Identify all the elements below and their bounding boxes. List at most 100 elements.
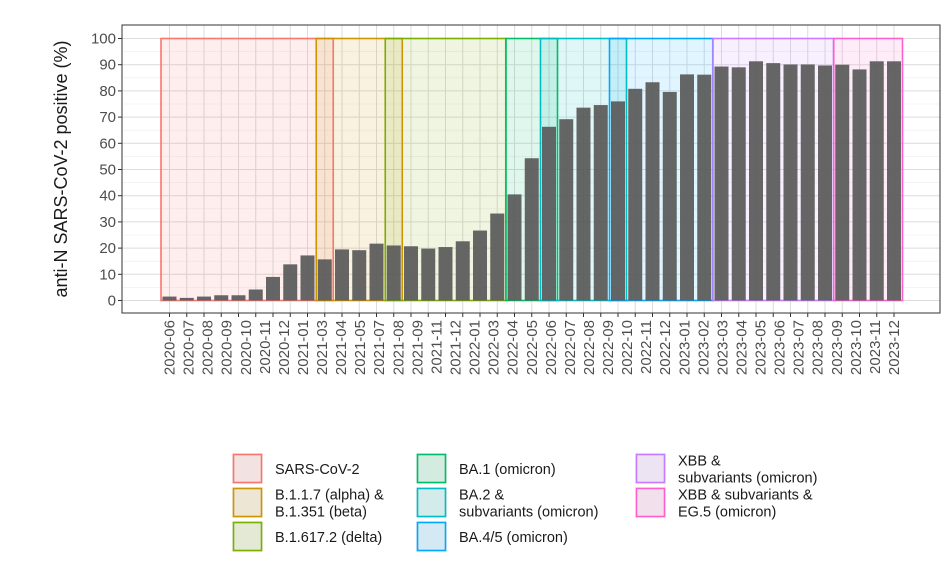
x-tick-label: 2023-06 — [772, 320, 789, 375]
bar — [266, 276, 280, 301]
legend-label-line: BA.1 (omicron) — [459, 462, 556, 478]
bar — [835, 64, 850, 301]
x-tick-label: 2023-11 — [867, 320, 884, 374]
legend-label: XBB & subvariants & EG.5 (omicron) — [678, 488, 813, 521]
legend-label-line: B.1.617.2 (delta) — [275, 530, 382, 546]
bar — [680, 74, 694, 301]
bar — [455, 241, 470, 301]
x-tick-label: 2022-04 — [505, 320, 522, 375]
x-tick-label: 2020-12 — [276, 320, 293, 375]
x-tick-label: 2022-10 — [619, 320, 636, 375]
bar — [800, 64, 815, 301]
x-tick-label: 2022-06 — [543, 320, 560, 375]
bar — [162, 296, 177, 301]
bar — [576, 107, 591, 301]
bar — [852, 69, 867, 301]
bar — [542, 126, 556, 301]
x-tick-label: 2023-03 — [714, 320, 731, 375]
x-tick-label: 2022-01 — [467, 320, 484, 375]
x-tick-label: 2023-10 — [848, 320, 865, 375]
x-tick-label: 2021-07 — [371, 320, 388, 375]
x-tick-label: 2022-05 — [524, 320, 541, 375]
legend-key — [232, 521, 263, 552]
x-tick-label: 2021-12 — [447, 320, 464, 375]
x-tick-label: 2021-11 — [428, 320, 445, 374]
bar — [559, 119, 574, 301]
x-tick-label: 2022-09 — [600, 320, 617, 375]
x-tick-label: 2021-08 — [390, 320, 407, 375]
bar — [869, 61, 884, 301]
y-tick-label: 50 — [99, 162, 116, 179]
legend-key-bg — [416, 453, 447, 484]
bar — [593, 105, 608, 301]
y-tick-label: 60 — [99, 135, 116, 152]
y-tick-label: 80 — [99, 83, 116, 100]
x-tick-label: 2023-12 — [886, 320, 903, 375]
bar — [438, 247, 453, 301]
x-tick-label: 2023-02 — [695, 320, 712, 375]
bar — [300, 255, 315, 301]
x-tick-label: 2023-01 — [676, 320, 693, 375]
x-tick-label: 2020-09 — [219, 320, 236, 375]
bar — [283, 264, 298, 301]
legend-label: XBB & subvariants (omicron) — [678, 454, 817, 487]
y-axis-title: anti-N SARS-CoV-2 positive (%) — [51, 40, 71, 297]
bar — [887, 61, 901, 301]
legend-key — [635, 487, 666, 518]
y-tick-label: 0 — [108, 293, 116, 310]
x-tick-label: 2020-06 — [162, 320, 179, 375]
bar — [697, 74, 712, 301]
bars — [162, 61, 901, 301]
variant-period-outline — [160, 37, 335, 302]
x-tick-label: 2021-05 — [352, 320, 369, 375]
bar — [352, 250, 367, 301]
legend-key-bg — [232, 487, 263, 518]
bar — [645, 82, 660, 301]
bar — [714, 66, 729, 301]
legend-label: BA.1 (omicron) — [459, 462, 556, 478]
legend-key-bg — [635, 487, 666, 518]
x-tick-label: 2023-07 — [791, 320, 808, 375]
legend-label: B.1.617.2 (delta) — [275, 530, 382, 546]
legend-key-bg — [232, 521, 263, 552]
legend-key-bg — [232, 453, 263, 484]
bar — [231, 295, 246, 301]
legend-label-line: EG.5 (omicron) — [678, 505, 776, 521]
legend-label-line: XBB & — [678, 454, 721, 470]
x-tick-label: 2022-12 — [657, 320, 674, 375]
x-tick-label: 2020-07 — [181, 320, 198, 375]
x-tick-label: 2020-10 — [238, 320, 255, 375]
legend-key-bg — [635, 453, 666, 484]
y-tick-label: 10 — [99, 266, 116, 283]
legend-label: BA.4/5 (omicron) — [459, 530, 568, 546]
bar — [611, 101, 625, 301]
legend-key — [635, 453, 666, 484]
legend-label-line: subvariants (omicron) — [459, 505, 598, 521]
legend-key-bg — [416, 487, 447, 518]
bar — [317, 259, 332, 301]
bar — [473, 230, 487, 301]
bar — [524, 158, 539, 301]
legend-label-line: XBB & subvariants & — [678, 488, 813, 504]
x-tick-label: 2023-08 — [810, 320, 827, 375]
bar — [628, 88, 643, 301]
legend-label-line: BA.2 & — [459, 488, 504, 504]
bar — [197, 296, 211, 301]
y-tick-label: 70 — [99, 109, 116, 126]
x-tick-label: 2022-03 — [486, 320, 503, 375]
bar — [214, 295, 229, 301]
legend-label: BA.2 & subvariants (omicron) — [459, 488, 598, 521]
bar — [335, 249, 349, 301]
bar — [179, 297, 194, 301]
x-tick-label: 2022-08 — [581, 320, 598, 375]
x-tick-label: 2021-04 — [333, 320, 350, 375]
legend-label-line: subvariants (omicron) — [678, 471, 817, 487]
x-tick-label: 2020-08 — [200, 320, 217, 375]
legend-label-line: B.1.351 (beta) — [275, 505, 367, 521]
y-tick-label: 20 — [99, 240, 116, 257]
bar — [248, 289, 263, 301]
x-tick-label: 2023-09 — [829, 320, 846, 375]
bar — [766, 63, 781, 301]
